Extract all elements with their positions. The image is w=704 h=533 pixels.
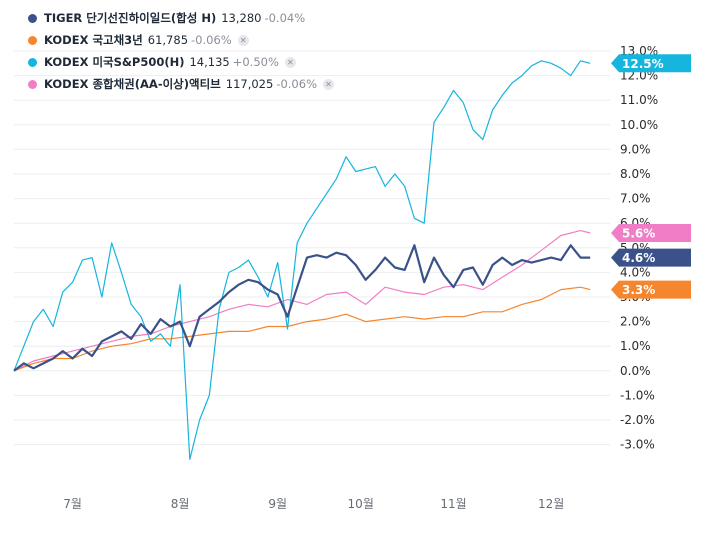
x-tick-label: 7월	[63, 497, 82, 511]
badge-shape	[611, 54, 691, 73]
chart-legend: TIGER 단기선진하이일드(합성 H) 13,280 -0.04% KODEX…	[28, 7, 334, 95]
legend-series-value: 13,280	[221, 11, 262, 25]
y-tick-label: 8.0%	[620, 167, 651, 181]
series-color-dot	[28, 79, 37, 89]
legend-series-name: KODEX 종합채권(AA-이상)액티브	[44, 77, 221, 91]
legend-series-name: KODEX 국고채3년	[44, 33, 143, 47]
remove-series-icon[interactable]: ✕	[237, 34, 249, 46]
legend-series-change: -0.06%	[276, 77, 317, 91]
series-line	[13, 60, 591, 460]
legend-series-change: -0.04%	[264, 11, 306, 25]
series-color-dot	[28, 57, 37, 67]
legend-item-kodex-aggbond[interactable]: KODEX 종합채권(AA-이상)액티브 117,025 -0.06% ✕	[28, 73, 334, 95]
badge-label: 5.6%	[622, 227, 655, 241]
y-tick-label: 1.0%	[620, 339, 651, 353]
badge-label: 12.5%	[622, 57, 664, 71]
badge-shape	[611, 248, 691, 267]
x-tick-label: 9월	[268, 497, 287, 511]
badge-shape	[611, 280, 691, 299]
x-axis-ticks: 7월 8월 9월 10월 11월 12월	[63, 497, 564, 511]
legend-item-tiger-highyield[interactable]: TIGER 단기선진하이일드(합성 H) 13,280 -0.04%	[28, 7, 334, 29]
series-line	[13, 244, 591, 372]
series-value-badge: 5.6%	[611, 224, 691, 243]
legend-series-value: 117,025	[225, 77, 274, 91]
x-tick-label: 8월	[171, 497, 190, 511]
y-tick-label: 4.0%	[620, 265, 651, 279]
grid-lines	[14, 50, 610, 446]
series-lines	[13, 60, 591, 460]
y-tick-label: -1.0%	[620, 388, 655, 402]
series-value-badge: 12.5%	[611, 54, 691, 73]
legend-series-change: -0.06%	[191, 33, 232, 47]
y-tick-label: -2.0%	[620, 413, 655, 427]
x-tick-label: 11월	[440, 497, 466, 511]
badge-label: 3.3%	[622, 283, 655, 297]
badge-label: 4.6%	[622, 251, 655, 265]
last-value-badges: 12.5% 5.6% 4.6% 3.3%	[611, 54, 691, 299]
y-tick-label: 2.0%	[620, 315, 651, 329]
legend-series-name: KODEX 미국S&P500(H)	[44, 55, 185, 69]
x-tick-label: 10월	[348, 497, 374, 511]
y-tick-label: -3.0%	[620, 438, 655, 452]
remove-series-icon[interactable]: ✕	[323, 78, 334, 90]
series-value-badge: 4.6%	[611, 248, 691, 267]
series-line	[13, 286, 591, 372]
legend-series-value: 14,135	[189, 55, 230, 69]
x-tick-label: 12월	[538, 497, 564, 511]
badge-shape	[611, 224, 691, 243]
series-value-badge: 3.3%	[611, 280, 691, 299]
legend-series-name: TIGER 단기선진하이일드(합성 H)	[44, 11, 217, 25]
series-line	[13, 230, 591, 372]
legend-item-kodex-treasury3y[interactable]: KODEX 국고채3년 61,785 -0.06% ✕	[28, 29, 334, 51]
series-color-dot	[28, 35, 37, 45]
legend-item-kodex-sp500[interactable]: KODEX 미국S&P500(H) 14,135 +0.50% ✕	[28, 51, 334, 73]
y-tick-label: 11.0%	[620, 93, 658, 107]
y-axis-ticks: 13.0%12.0%11.0%10.0%9.0%8.0%7.0%6.0%5.0%…	[620, 44, 658, 452]
legend-series-value: 61,785	[147, 33, 189, 47]
y-tick-label: 7.0%	[620, 192, 651, 206]
series-color-dot	[28, 13, 37, 23]
y-tick-label: 0.0%	[620, 364, 651, 378]
legend-series-change: +0.50%	[232, 55, 279, 69]
remove-series-icon[interactable]: ✕	[284, 56, 296, 68]
y-tick-label: 10.0%	[620, 118, 658, 132]
y-tick-label: 9.0%	[620, 142, 651, 156]
